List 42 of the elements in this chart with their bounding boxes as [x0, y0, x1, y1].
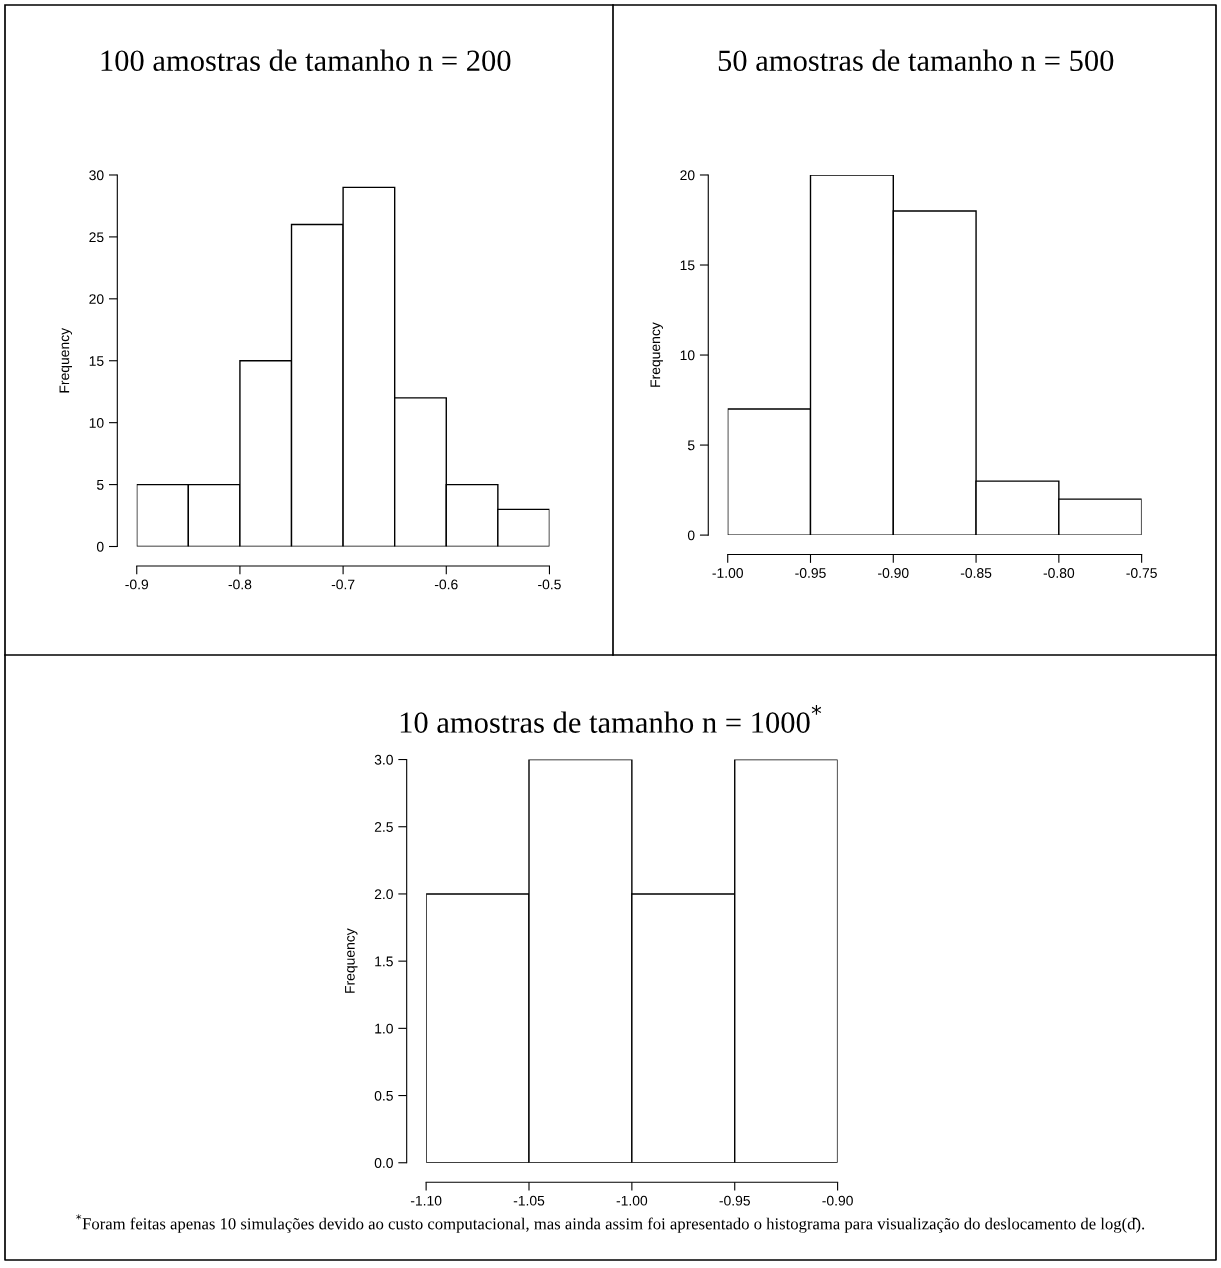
chart-title: 50 amostras de tamanho n = 500 [718, 49, 1114, 72]
y-axis-title: Frequency [59, 327, 72, 393]
x-tick-label: -0.80 [1043, 568, 1075, 578]
y-tick-label: 10 [89, 418, 104, 428]
x-tick-label: -0.90 [822, 1195, 853, 1206]
x-tick-label: -0.95 [795, 568, 826, 578]
y-tick-label: 2.5 [374, 822, 393, 832]
y-tick-label: 15 [89, 356, 104, 366]
x-tick-label: -0.95 [719, 1195, 750, 1206]
y-tick-label: 25 [89, 232, 104, 243]
y-tick-label: 20 [89, 294, 104, 304]
x-tick-label: -0.7 [331, 579, 355, 590]
x-tick-label: -1.00 [616, 1195, 648, 1206]
x-tick-label: -1.10 [410, 1195, 442, 1206]
y-tick-label: 15 [680, 260, 695, 271]
x-tick-label: -1.00 [712, 568, 743, 578]
y-tick-label: 1.0 [375, 1023, 393, 1034]
y-axis-title: Frequency [650, 322, 663, 387]
x-tick-label: -0.75 [1126, 568, 1157, 578]
y-axis-title: Frequency [345, 928, 358, 993]
x-tick-label: -0.8 [228, 579, 252, 590]
y-tick-label: 5 [96, 480, 104, 490]
chart-title: 100 amostras de tamanho n = 200 [101, 49, 511, 72]
text: $^{*}$Foram feitas apenas 10 simulações devido ao custo computacional, mas ainda assim foi apresentado o histograma para visualização do deslocamento de log(d̂). [76, 1214, 1145, 1233]
y-tick-label: 10 [680, 350, 695, 361]
x-tick-label: -1.05 [513, 1195, 545, 1206]
y-tick-label: 0.0 [374, 1158, 393, 1168]
y-tick-label: 20 [680, 170, 695, 181]
y-tick-label: 0 [687, 530, 695, 541]
x-tick-label: -0.6 [434, 579, 458, 590]
y-tick-label: 30 [89, 170, 104, 181]
y-tick-label: 3.0 [374, 754, 393, 765]
y-tick-label: 5 [687, 440, 695, 451]
chart-title: 10 amostras de tamanho n = 1000$^{*}$ [400, 705, 822, 733]
x-tick-label: -0.90 [878, 568, 909, 578]
y-tick-label: 1.5 [375, 956, 393, 967]
x-tick-label: -0.85 [960, 568, 992, 578]
y-tick-label: 0 [96, 541, 104, 552]
x-tick-label: -0.5 [538, 579, 561, 590]
y-tick-label: 0.5 [374, 1090, 393, 1101]
y-tick-label: 2.0 [374, 889, 393, 900]
x-tick-label: -0.9 [125, 579, 149, 590]
